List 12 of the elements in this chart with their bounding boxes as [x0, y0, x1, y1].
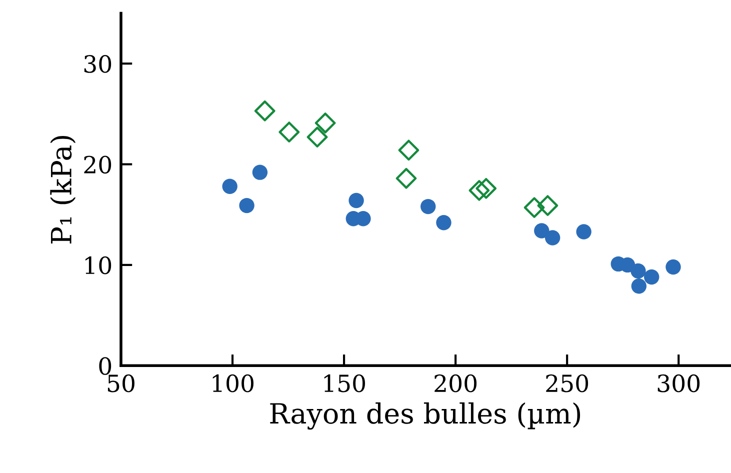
- y-tick-label: 30: [84, 55, 112, 73]
- x-tick-label: 100: [212, 374, 254, 392]
- x-tick-label: 50: [108, 374, 134, 392]
- y-tick-label: 0: [99, 357, 112, 375]
- x-tick-label: 300: [658, 374, 700, 392]
- x-tick-label: 150: [324, 374, 365, 392]
- y-tick-label: 10: [85, 256, 112, 274]
- x-tick-label: 200: [434, 374, 477, 392]
- x-tick-label: 250: [546, 374, 588, 392]
- x-axis-title: Rayon des bulles (µm): [270, 402, 580, 430]
- y-axis-title: P₁ (kPa): [50, 136, 76, 244]
- y-tick-label: 20: [84, 156, 112, 174]
